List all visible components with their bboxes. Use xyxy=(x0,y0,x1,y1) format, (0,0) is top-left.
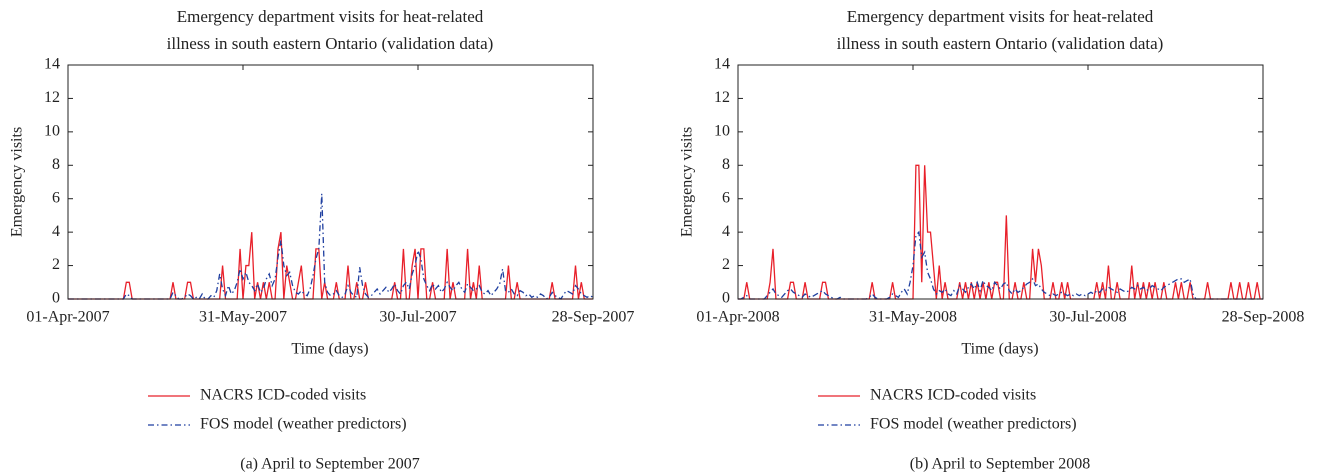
caption: (a) April to September 2007 xyxy=(240,456,420,473)
y-tick-label: 4 xyxy=(722,223,730,240)
x-tick-label: 01-Apr-2008 xyxy=(696,309,779,326)
x-tick-label: 30-Jul-2007 xyxy=(379,309,456,326)
legend-label: NACRS ICD-coded visits xyxy=(870,387,1036,404)
x-tick-label: 30-Jul-2008 xyxy=(1049,309,1126,326)
legend-label: NACRS ICD-coded visits xyxy=(200,387,366,404)
chart-title: Emergency department visits for heat-rel… xyxy=(177,7,484,26)
y-axis-label: Emergency visits xyxy=(9,127,26,237)
y-tick-label: 4 xyxy=(52,223,60,240)
y-tick-label: 12 xyxy=(714,89,730,106)
y-tick-label: 0 xyxy=(722,290,730,307)
y-tick-label: 10 xyxy=(714,123,730,140)
x-axis-label: Time (days) xyxy=(291,341,368,358)
x-tick-label: 28-Sep-2008 xyxy=(1222,309,1305,326)
data-line xyxy=(68,193,594,300)
chart-title: illness in south eastern Ontario (valida… xyxy=(167,34,494,53)
y-tick-label: 10 xyxy=(44,123,60,140)
chart-title: illness in south eastern Ontario (valida… xyxy=(837,34,1164,53)
y-tick-label: 6 xyxy=(722,189,730,206)
y-tick-label: 14 xyxy=(44,56,60,73)
y-tick-label: 14 xyxy=(714,56,730,73)
plot-frame xyxy=(737,64,1264,300)
y-tick-label: 8 xyxy=(52,156,60,173)
chart-title: Emergency department visits for heat-rel… xyxy=(847,7,1154,26)
x-tick-label: 28-Sep-2007 xyxy=(552,309,635,326)
plot-frame xyxy=(67,64,594,300)
y-tick-label: 6 xyxy=(52,189,60,206)
legend-label: FOS model (weather predictors) xyxy=(200,416,407,433)
caption: (b) April to September 2008 xyxy=(910,456,1090,473)
y-tick-label: 12 xyxy=(44,89,60,106)
x-tick-label: 01-Apr-2007 xyxy=(26,309,109,326)
y-axis-label: Emergency visits xyxy=(679,127,696,237)
y-tick-label: 0 xyxy=(52,290,60,307)
y-tick-label: 2 xyxy=(52,256,60,273)
y-tick-label: 8 xyxy=(722,156,730,173)
legend-label: FOS model (weather predictors) xyxy=(870,416,1077,433)
data-line xyxy=(738,164,1263,300)
x-tick-label: 31-May-2007 xyxy=(199,309,287,326)
y-tick-label: 2 xyxy=(722,256,730,273)
x-axis-label: Time (days) xyxy=(961,341,1038,358)
data-line xyxy=(738,230,1263,300)
data-line xyxy=(68,232,593,300)
x-tick-label: 31-May-2008 xyxy=(869,309,957,326)
